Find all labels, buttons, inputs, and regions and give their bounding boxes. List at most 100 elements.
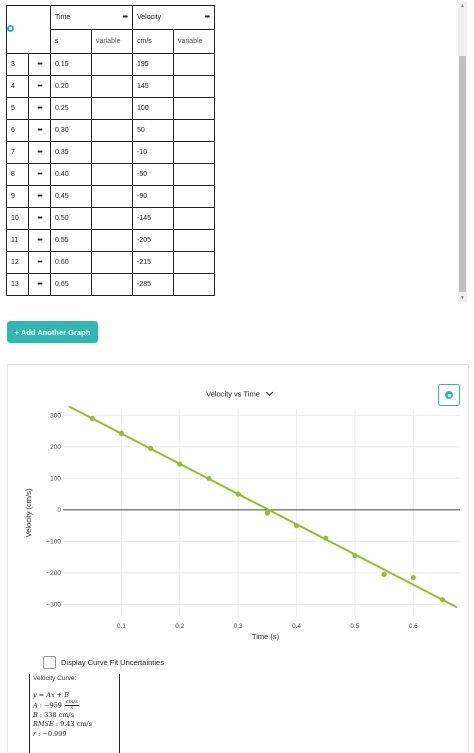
cell-time[interactable]: 0.65	[50, 273, 92, 296]
table-row[interactable]: 3 ••• 0.15 195	[6, 53, 215, 76]
table-row[interactable]: 9 ••• 0.45 -90	[6, 185, 215, 208]
graph-title-selector[interactable]: Velocity vs Time	[8, 388, 470, 399]
cell-velocity-empty[interactable]	[173, 251, 215, 274]
cell-velocity[interactable]: -215	[132, 251, 174, 274]
row-index[interactable]: 6	[6, 119, 29, 142]
scroll-down-icon[interactable]: ▼	[460, 295, 465, 301]
velocity-time-chart[interactable]: 0.1 0.2 0.3 0.4 0.5 0.6 300 200 100 0 −100 −200 −300…	[8, 365, 470, 655]
row-index[interactable]: 7	[6, 141, 29, 164]
cell-time[interactable]: 0.35	[50, 141, 92, 164]
cell-velocity[interactable]: -50	[132, 163, 174, 186]
cell-velocity[interactable]: 195	[132, 53, 174, 76]
row-index[interactable]: 3	[6, 53, 29, 76]
row-menu-icon[interactable]: •••	[28, 229, 51, 252]
table-row[interactable]: 12 ••• 0.60 -215	[6, 251, 215, 274]
row-menu-icon[interactable]: •••	[28, 141, 51, 164]
cell-time-empty[interactable]	[91, 119, 133, 142]
column-type[interactable]: variable	[173, 29, 215, 54]
cell-time-empty[interactable]	[91, 273, 133, 296]
cell-velocity-empty[interactable]	[173, 119, 215, 142]
cell-time-empty[interactable]	[91, 141, 133, 164]
cell-velocity[interactable]: -285	[132, 273, 174, 296]
cell-velocity[interactable]: 50	[132, 119, 174, 142]
column-unit[interactable]: cm/s	[132, 29, 174, 54]
row-menu-icon[interactable]: •••	[28, 251, 51, 274]
cell-time[interactable]: 0.30	[50, 119, 92, 142]
cell-time[interactable]: 0.45	[50, 185, 92, 208]
column-menu-icon[interactable]: •••	[204, 14, 210, 21]
cell-velocity[interactable]: 145	[132, 75, 174, 98]
cell-velocity-empty[interactable]	[173, 163, 215, 186]
add-another-graph-button[interactable]: + Add Another Graph	[7, 321, 98, 343]
cell-time-empty[interactable]	[91, 207, 133, 230]
cell-velocity-empty[interactable]	[173, 141, 215, 164]
y-tick-label: −300	[46, 602, 61, 609]
param-unit: cm/s	[58, 711, 74, 720]
table-row[interactable]: 6 ••• 0.30 50	[6, 119, 215, 142]
param-label: r	[33, 729, 37, 738]
cell-time[interactable]: 0.25	[50, 97, 92, 120]
cell-time[interactable]: 0.55	[50, 229, 92, 252]
row-menu-icon[interactable]: •••	[28, 207, 51, 230]
cell-velocity-empty[interactable]	[173, 185, 215, 208]
cell-velocity-empty[interactable]	[173, 273, 215, 296]
table-row[interactable]: 7 ••• 0.35 -10	[6, 141, 215, 164]
cell-time-empty[interactable]	[91, 229, 133, 252]
cell-velocity[interactable]: 100	[132, 97, 174, 120]
cell-time-empty[interactable]	[91, 251, 133, 274]
cell-velocity[interactable]: -10	[132, 141, 174, 164]
row-menu-icon[interactable]: •••	[28, 185, 51, 208]
cell-velocity-empty[interactable]	[173, 75, 215, 98]
table-scrollbar[interactable]: ▲ ▼	[458, 2, 467, 302]
row-menu-icon[interactable]: •••	[28, 75, 51, 98]
row-menu-icon[interactable]: •••	[28, 273, 51, 296]
cell-time-empty[interactable]	[91, 53, 133, 76]
cell-time-empty[interactable]	[91, 97, 133, 120]
table-settings-button[interactable]	[6, 5, 51, 54]
row-index[interactable]: 10	[6, 207, 29, 230]
cell-velocity-empty[interactable]	[173, 229, 215, 252]
fit-uncertainty-toggle[interactable]: Display Curve Fit Uncertainties	[43, 655, 164, 669]
cell-velocity-empty[interactable]	[173, 207, 215, 230]
cell-velocity-empty[interactable]	[173, 97, 215, 120]
table-row[interactable]: 13 ••• 0.65 -285	[6, 273, 215, 296]
graph-settings-button[interactable]	[438, 384, 460, 406]
row-menu-icon[interactable]: •••	[28, 163, 51, 186]
row-index[interactable]: 13	[6, 273, 29, 296]
row-menu-icon[interactable]: •••	[28, 53, 51, 76]
cell-time-empty[interactable]	[91, 75, 133, 98]
table-row[interactable]: 8 ••• 0.40 -50	[6, 163, 215, 186]
row-menu-icon[interactable]: •••	[28, 97, 51, 120]
row-index[interactable]: 12	[6, 251, 29, 274]
column-header-velocity[interactable]: Velocity •••	[132, 5, 215, 30]
cell-time-empty[interactable]	[91, 185, 133, 208]
table-row[interactable]: 4 ••• 0.20 145	[6, 75, 215, 98]
cell-velocity[interactable]: -90	[132, 185, 174, 208]
cell-time[interactable]: 0.50	[50, 207, 92, 230]
cell-time[interactable]: 0.40	[50, 163, 92, 186]
cell-time[interactable]: 0.20	[50, 75, 92, 98]
cell-velocity[interactable]: -205	[132, 229, 174, 252]
cell-time[interactable]: 0.15	[50, 53, 92, 76]
cell-velocity[interactable]: -145	[132, 207, 174, 230]
cell-time[interactable]: 0.60	[50, 251, 92, 274]
data-point	[381, 571, 387, 578]
column-type[interactable]: variable	[91, 29, 133, 54]
table-row[interactable]: 11 ••• 0.55 -205	[6, 229, 215, 252]
cell-velocity-empty[interactable]	[173, 53, 215, 76]
row-index[interactable]: 11	[6, 229, 29, 252]
row-index[interactable]: 4	[6, 75, 29, 98]
scrollbar-thumb[interactable]	[459, 56, 466, 292]
column-unit[interactable]: s	[50, 29, 92, 54]
cell-time-empty[interactable]	[91, 163, 133, 186]
column-menu-icon[interactable]: •••	[122, 14, 128, 21]
column-header-time[interactable]: Time •••	[50, 5, 133, 30]
row-menu-icon[interactable]: •••	[28, 119, 51, 142]
scroll-up-icon[interactable]: ▲	[460, 3, 465, 9]
table-row[interactable]: 10 ••• 0.50 -145	[6, 207, 215, 230]
row-index[interactable]: 8	[6, 163, 29, 186]
fit-uncertainty-checkbox[interactable]	[43, 655, 56, 669]
row-index[interactable]: 5	[6, 97, 29, 120]
table-row[interactable]: 5 ••• 0.25 100	[6, 97, 215, 120]
row-index[interactable]: 9	[6, 185, 29, 208]
